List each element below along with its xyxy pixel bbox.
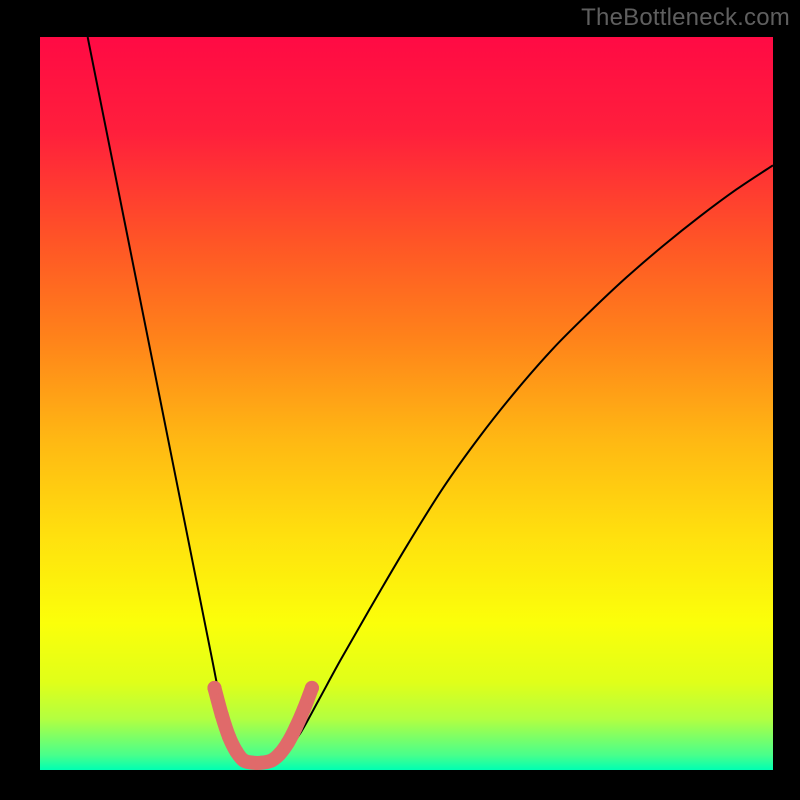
valley-marker [305, 681, 319, 695]
plot-area [40, 37, 773, 770]
watermark-text: TheBottleneck.com [581, 4, 790, 32]
gradient-background [40, 37, 773, 770]
valley-marker [222, 730, 236, 744]
chart-frame: TheBottleneck.com [0, 0, 800, 800]
valley-marker [207, 681, 221, 695]
valley-marker [297, 702, 311, 716]
valley-marker [281, 736, 295, 750]
valley-marker [215, 708, 229, 722]
valley-marker [289, 720, 303, 734]
